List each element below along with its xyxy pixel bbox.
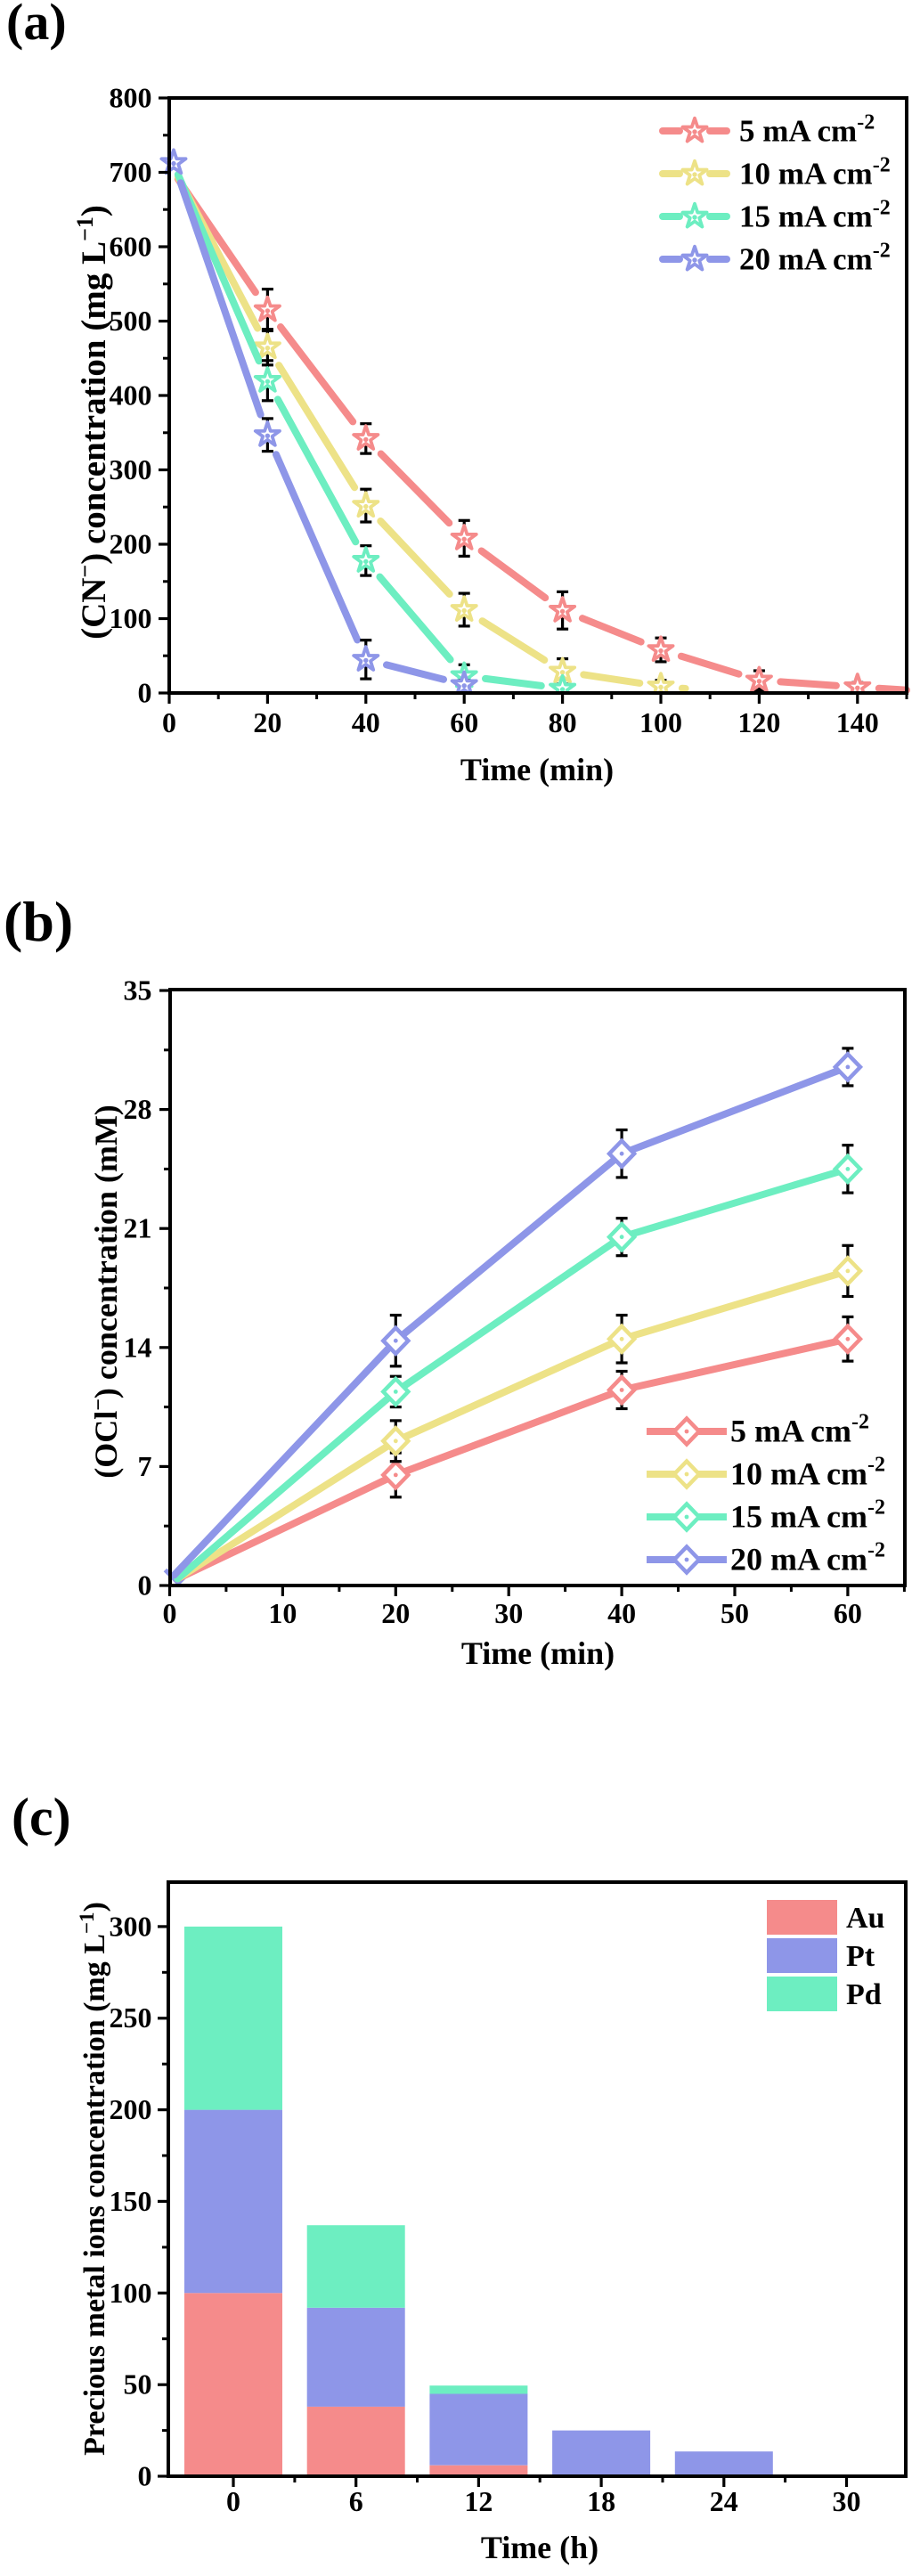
svg-text:28: 28 <box>124 1093 152 1125</box>
svg-text:150: 150 <box>110 2185 152 2217</box>
svg-text:(OCl−) concentration (mM): (OCl−) concentration (mM) <box>87 1105 124 1479</box>
svg-text:5 mA cm-2: 5 mA cm-2 <box>730 1411 869 1449</box>
svg-text:Pt: Pt <box>846 1940 875 1973</box>
svg-text:60: 60 <box>450 706 478 738</box>
svg-text:21: 21 <box>124 1212 152 1244</box>
svg-text:50: 50 <box>124 2368 152 2401</box>
svg-text:20: 20 <box>381 1597 410 1629</box>
svg-text:0: 0 <box>138 2460 152 2492</box>
svg-text:100: 100 <box>639 706 682 738</box>
svg-text:5 mA cm-2: 5 mA cm-2 <box>739 111 875 149</box>
svg-text:30: 30 <box>494 1597 523 1629</box>
svg-text:300: 300 <box>110 1910 152 1942</box>
svg-text:15 mA cm-2: 15 mA cm-2 <box>730 1496 885 1535</box>
svg-text:120: 120 <box>737 706 780 738</box>
svg-text:Au: Au <box>846 1902 884 1935</box>
svg-text:20 mA cm-2: 20 mA cm-2 <box>730 1539 885 1577</box>
svg-text:24: 24 <box>710 2485 738 2517</box>
svg-text:80: 80 <box>549 706 577 738</box>
svg-text:30: 30 <box>833 2485 861 2517</box>
svg-text:(b): (b) <box>4 890 73 953</box>
svg-text:6: 6 <box>349 2485 363 2517</box>
svg-text:10 mA cm-2: 10 mA cm-2 <box>739 154 891 192</box>
svg-text:800: 800 <box>110 82 152 114</box>
svg-text:(CN−) concentration (mg L−1): (CN−) concentration (mg L−1) <box>72 205 113 640</box>
svg-text:Time (h): Time (h) <box>481 2530 598 2565</box>
svg-text:Time (min): Time (min) <box>461 1635 615 1671</box>
svg-text:18: 18 <box>587 2485 615 2517</box>
svg-text:20 mA cm-2: 20 mA cm-2 <box>739 240 891 277</box>
svg-text:100: 100 <box>110 602 152 634</box>
svg-text:100: 100 <box>110 2277 152 2309</box>
svg-text:140: 140 <box>836 706 879 738</box>
svg-text:20: 20 <box>253 706 281 738</box>
svg-text:0: 0 <box>163 1597 177 1629</box>
svg-text:200: 200 <box>110 528 152 560</box>
svg-text:35: 35 <box>124 974 152 1007</box>
svg-text:0: 0 <box>162 706 176 738</box>
svg-text:0: 0 <box>138 677 152 709</box>
svg-text:10: 10 <box>268 1597 297 1629</box>
svg-text:Pd: Pd <box>846 1978 882 2011</box>
svg-text:12: 12 <box>464 2485 493 2517</box>
svg-text:Time (min): Time (min) <box>460 752 614 787</box>
svg-text:500: 500 <box>110 305 152 337</box>
svg-text:40: 40 <box>352 706 380 738</box>
svg-text:50: 50 <box>721 1597 749 1629</box>
svg-text:200: 200 <box>110 2093 152 2125</box>
svg-text:600: 600 <box>110 231 152 263</box>
svg-text:15 mA cm-2: 15 mA cm-2 <box>739 197 891 234</box>
svg-text:300: 300 <box>110 453 152 485</box>
svg-text:14: 14 <box>124 1331 152 1363</box>
svg-text:Precious metal ions concentrat: Precious metal ions concentration (mg L−… <box>76 1902 111 2456</box>
svg-text:(a): (a) <box>6 0 67 51</box>
svg-text:0: 0 <box>226 2485 240 2517</box>
svg-text:400: 400 <box>110 379 152 412</box>
svg-text:0: 0 <box>138 1569 152 1602</box>
svg-text:250: 250 <box>110 2001 152 2034</box>
svg-text:40: 40 <box>607 1597 636 1629</box>
svg-text:10 mA cm-2: 10 mA cm-2 <box>730 1454 885 1492</box>
svg-text:60: 60 <box>834 1597 862 1629</box>
svg-text:(c): (c) <box>12 1788 71 1846</box>
svg-text:7: 7 <box>138 1450 152 1482</box>
svg-text:700: 700 <box>110 156 152 188</box>
